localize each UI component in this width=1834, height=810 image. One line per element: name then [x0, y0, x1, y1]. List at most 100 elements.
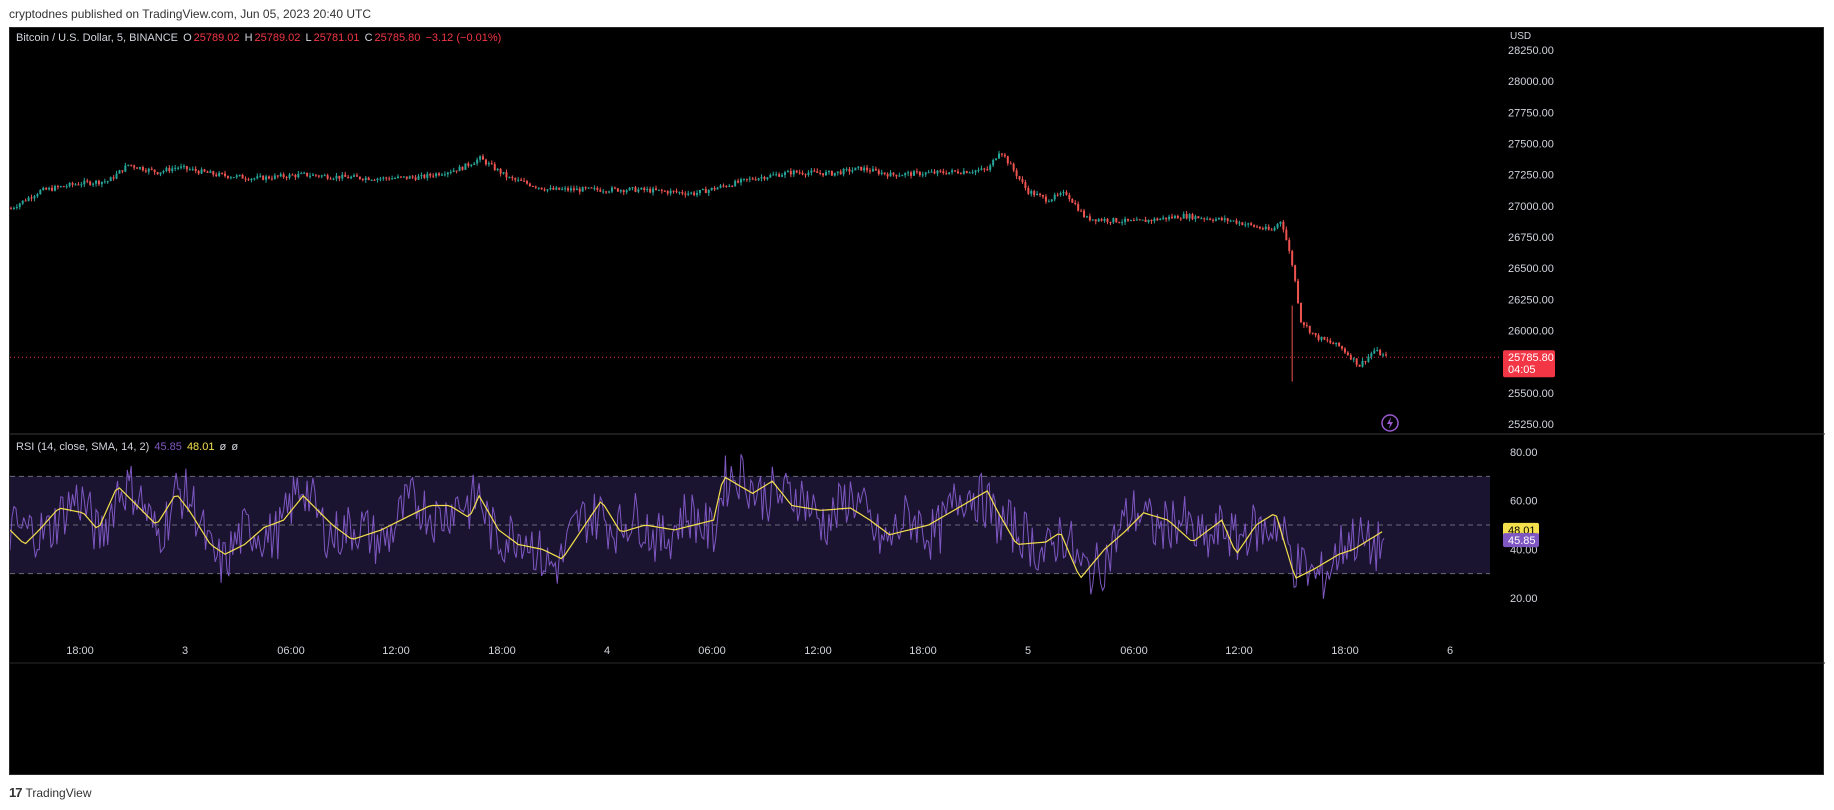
- lightning-icon[interactable]: [1381, 414, 1399, 432]
- rsi-tick-label: 40.00: [1510, 544, 1538, 556]
- candle-body: [449, 171, 452, 173]
- rsi-name[interactable]: RSI (14, close, SMA, 14, 2): [16, 441, 150, 453]
- candle-body: [121, 170, 124, 172]
- candle-body: [1346, 352, 1349, 356]
- candle-body: [634, 187, 637, 192]
- candle-body: [1341, 346, 1344, 349]
- candle-body: [505, 172, 508, 178]
- candle-body: [863, 167, 866, 171]
- candle-body: [613, 187, 616, 189]
- candle-body: [1317, 335, 1320, 340]
- candle-body: [1291, 250, 1294, 266]
- time-tick-label: 6: [1447, 645, 1453, 657]
- candle-body: [1132, 220, 1135, 222]
- candle-body: [21, 200, 24, 204]
- time-tick-label: 18:00: [66, 645, 94, 657]
- currency-label: USD: [1510, 31, 1531, 42]
- candle-body: [954, 170, 957, 172]
- candle-body: [391, 178, 394, 180]
- symbol-label[interactable]: Bitcoin / U.S. Dollar, 5, BINANCE: [16, 32, 178, 44]
- candle-body: [1170, 216, 1173, 219]
- candle-body: [910, 172, 913, 176]
- candle-body: [487, 163, 490, 165]
- candle-body: [901, 175, 904, 177]
- candle-body: [382, 177, 385, 179]
- candle-body: [496, 168, 499, 171]
- candle-body: [89, 181, 92, 185]
- candle-body: [1030, 191, 1033, 194]
- candle-body: [112, 177, 115, 179]
- candle-body: [1282, 221, 1285, 230]
- chart-canvas[interactable]: USD 28250.00 28000.00 27750.00 27500.00 27250…: [10, 28, 1825, 776]
- candle-body: [1162, 217, 1165, 219]
- candle-body: [995, 158, 998, 161]
- price-tick-label: 27000.00: [1508, 201, 1554, 213]
- open-label: O: [183, 32, 192, 44]
- rsi-sma-line: [10, 476, 1383, 579]
- candle-body: [402, 176, 405, 178]
- candle-body: [45, 187, 48, 190]
- candle-body: [599, 189, 602, 192]
- candle-body: [130, 164, 133, 166]
- candle-body: [1314, 333, 1317, 336]
- candle-body: [30, 197, 33, 199]
- candle-body: [59, 186, 62, 188]
- candle-body: [115, 173, 118, 179]
- candle-body: [250, 178, 253, 181]
- candle-body: [51, 187, 54, 191]
- candle-body: [719, 185, 722, 188]
- candle-body: [42, 187, 45, 191]
- candle-body: [537, 187, 540, 189]
- time-tick-label: 06:00: [277, 645, 305, 657]
- candle-body: [267, 176, 270, 179]
- time-tick-label: 4: [604, 645, 610, 657]
- candle-body: [364, 177, 367, 180]
- candle-body: [1094, 219, 1097, 222]
- candle-body: [1206, 218, 1209, 220]
- price-tick-label: 28250.00: [1508, 45, 1554, 57]
- candle-body: [1124, 218, 1127, 223]
- candle-body: [971, 172, 974, 174]
- candle-body: [734, 180, 737, 187]
- candle-body: [1103, 219, 1106, 221]
- candle-body: [265, 176, 268, 180]
- candle-body: [1083, 210, 1086, 218]
- candle-body: [212, 171, 215, 175]
- candle-body: [587, 187, 590, 189]
- candle-body: [10, 208, 12, 210]
- candle-body: [36, 194, 39, 197]
- candle-body: [619, 190, 622, 192]
- candle-body: [1044, 196, 1047, 202]
- candle-body: [939, 170, 942, 172]
- candle-body: [294, 175, 297, 178]
- candle-body: [696, 193, 699, 195]
- low-label: L: [305, 32, 312, 44]
- candle-body: [951, 170, 954, 173]
- candle-body: [1370, 353, 1373, 357]
- candle-body: [992, 160, 995, 166]
- candle-body: [772, 174, 775, 176]
- candle-body: [1018, 176, 1021, 180]
- time-tick-label: 18:00: [1331, 645, 1359, 657]
- candle-body: [1009, 163, 1012, 165]
- candle-body: [690, 192, 693, 194]
- candle-body: [1185, 214, 1188, 219]
- candle-body: [766, 177, 769, 180]
- candle-body: [1335, 342, 1338, 345]
- candle-body: [273, 175, 276, 179]
- candle-body: [1077, 204, 1080, 211]
- candle-body: [948, 172, 951, 175]
- candle-body: [297, 173, 300, 178]
- candle-body: [426, 173, 429, 178]
- candle-body: [458, 166, 461, 172]
- candle-body: [338, 175, 341, 179]
- candle-body: [490, 163, 493, 165]
- chart-container[interactable]: USD 28250.00 28000.00 27750.00 27500.00 27250…: [9, 27, 1825, 776]
- candle-body: [813, 170, 816, 172]
- candle-body: [1379, 349, 1382, 356]
- candle-body: [792, 170, 795, 175]
- price-tick-label: 25250.00: [1508, 419, 1554, 431]
- candle-body: [1376, 349, 1379, 351]
- candle-body: [332, 178, 335, 180]
- open-value: 25789.02: [193, 32, 240, 44]
